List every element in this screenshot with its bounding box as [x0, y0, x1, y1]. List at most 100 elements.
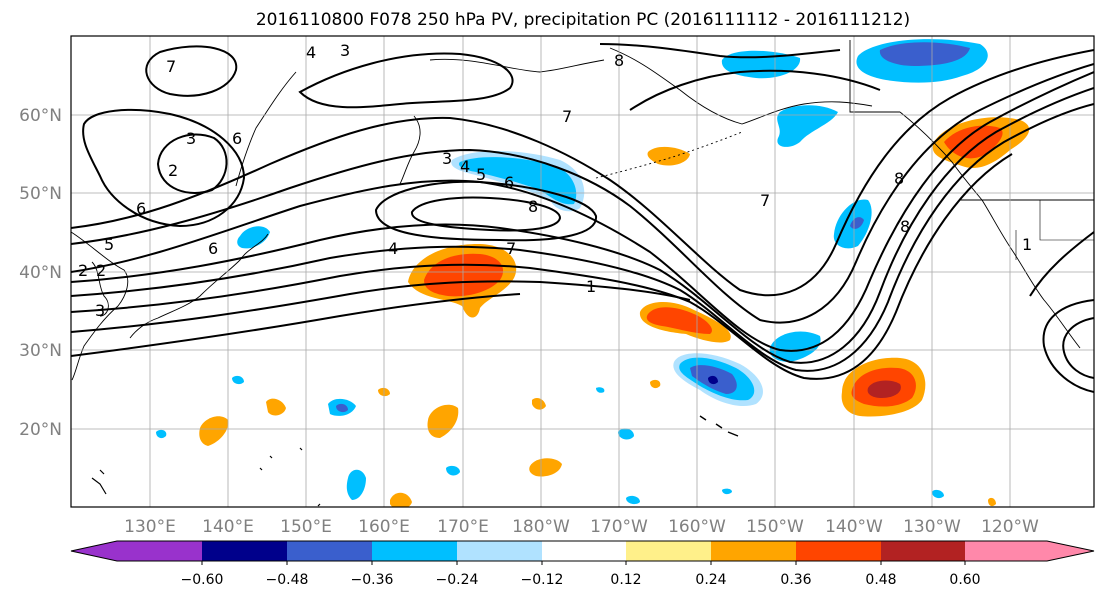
- lon-label: 150°E: [280, 517, 332, 537]
- contour-label: 5: [104, 235, 114, 254]
- colorbar-segment: [457, 541, 542, 561]
- colorbar-segment: [287, 541, 372, 561]
- contour-label: 2: [168, 161, 178, 180]
- lon-label: 180°W: [512, 517, 570, 537]
- colorbar-segment: [117, 541, 202, 561]
- pv-contour: [156, 133, 228, 194]
- colorbar: −0.60 −0.48 −0.36 −0.24 −0.12 0.12 0.24 …: [70, 540, 1095, 588]
- colorbar-segment: [881, 541, 965, 561]
- pv-contour: [374, 180, 598, 242]
- colorbar-segment: [711, 541, 796, 561]
- lat-label-60n: 60°N: [19, 106, 62, 126]
- coastline-north-america-west: [899, 111, 1081, 349]
- colorbar-tick-label: 0.24: [695, 572, 726, 588]
- lat-label-30n: 30°N: [19, 341, 62, 361]
- lon-label: 170°W: [590, 517, 648, 537]
- pv-contour: [599, 43, 841, 59]
- contour-label: 4: [306, 43, 316, 62]
- colorbar-segment: [372, 541, 457, 561]
- colorbar-tick-label: −0.60: [181, 572, 224, 588]
- negative-anomaly-subtropical-central: [673, 353, 763, 407]
- contour-label: 8: [614, 51, 624, 70]
- coastline-aleutians: [595, 131, 743, 179]
- contour-label: 7: [506, 239, 516, 258]
- pv-contour: [71, 71, 1094, 352]
- contour-label: 6: [136, 199, 146, 218]
- coastline-asia-mainland: [71, 231, 129, 381]
- pv-contour: [71, 49, 1094, 297]
- positive-anomaly-subtropical-east: [841, 357, 926, 417]
- contour-label: 4: [388, 239, 398, 258]
- contour-label: 7: [166, 57, 176, 76]
- hawaii-islands: [699, 415, 739, 437]
- contour-label: 2: [96, 261, 106, 280]
- colorbar-tick-label: 0.48: [865, 572, 896, 588]
- pv-contour: [71, 87, 1094, 364]
- contour-label: 6: [504, 173, 514, 192]
- contour-label: 1: [1022, 235, 1032, 254]
- border-states: [1015, 200, 1094, 260]
- pv-contour: [298, 52, 514, 109]
- coastline-korea: [91, 261, 109, 317]
- coastline-alaska: [609, 47, 873, 125]
- contour-label: 2: [78, 261, 88, 280]
- pv-contour: [629, 69, 881, 111]
- lon-label: 130°W: [903, 517, 961, 537]
- contour-label: 7: [562, 107, 572, 126]
- coastlines: [71, 40, 1094, 507]
- colorbar-ticks: [201, 561, 966, 565]
- map-area: 1 1 2 2 2 3 3 3 3 4 4 4 5 5 6 6 6 6 7 7 …: [71, 36, 1094, 507]
- coastline-japan: [129, 233, 269, 339]
- contour-label: 3: [95, 301, 105, 320]
- latitude-labels: 20°N 30°N 40°N 50°N 60°N: [19, 106, 62, 440]
- contour-label: 4: [460, 157, 470, 176]
- coastline-chukotka: [429, 58, 605, 73]
- contour-label: 1: [586, 277, 596, 296]
- negative-anomaly-small-cells: [156, 226, 944, 505]
- pv-contour: [1029, 231, 1094, 297]
- colorbar-segment: [202, 541, 287, 561]
- pv-contour: [1042, 299, 1094, 393]
- pv-contour: [82, 108, 246, 228]
- map-frame: [70, 35, 1095, 508]
- map-background: [71, 36, 1094, 507]
- lat-label-20n: 20°N: [19, 420, 62, 440]
- contour-label: 8: [900, 217, 910, 236]
- pv-contour-labels: 1 1 2 2 2 3 3 3 3 4 4 4 5 5 6 6 6 6 7 7 …: [78, 41, 1032, 320]
- contour-label: 7: [760, 191, 770, 210]
- colorbar-tick-label: 0.12: [610, 572, 641, 588]
- contour-label: 3: [442, 149, 452, 168]
- pv-contour: [411, 196, 562, 232]
- colorbar-tick-label: 0.36: [780, 572, 811, 588]
- contour-label: 3: [340, 41, 350, 60]
- lon-label: 150°W: [746, 517, 804, 537]
- colorbar-tick-labels: −0.60 −0.48 −0.36 −0.24 −0.12 0.12 0.24 …: [181, 572, 981, 588]
- negative-anomaly-gulf-of-alaska: [833, 199, 872, 249]
- contour-label: 3: [186, 129, 196, 148]
- border-alaska-canada: [849, 40, 900, 113]
- lon-label: 160°W: [668, 517, 726, 537]
- pv-contour: [1062, 317, 1094, 379]
- pv-contour: [145, 45, 238, 97]
- positive-anomaly-central-pacific: [639, 301, 731, 343]
- pv-contour: [71, 63, 1094, 324]
- contour-label: 6: [208, 239, 218, 258]
- figure-title: 2016110800 F078 250 hPa PV, precipitatio…: [256, 10, 910, 30]
- colorbar-tick-label: −0.48: [266, 572, 309, 588]
- colorbar-over-extension: [1047, 541, 1094, 561]
- lat-label-50n: 50°N: [19, 184, 62, 204]
- lon-label: 170°E: [437, 517, 489, 537]
- colorbar-tick-label: −0.36: [351, 572, 394, 588]
- negative-anomaly-hawaii-north: [769, 331, 821, 362]
- coastline-kamchatka: [399, 115, 421, 185]
- colorbar-segment: [796, 541, 881, 561]
- contour-label: 8: [894, 169, 904, 188]
- contour-label: 8: [528, 197, 538, 216]
- colorbar-outline: [70, 540, 1095, 562]
- colorbar-under-extension: [71, 541, 117, 561]
- contour-label: 6: [232, 129, 242, 148]
- lon-label: 160°E: [358, 517, 410, 537]
- colorbar-tick-label: 0.60: [949, 572, 980, 588]
- lon-label: 140°E: [202, 517, 254, 537]
